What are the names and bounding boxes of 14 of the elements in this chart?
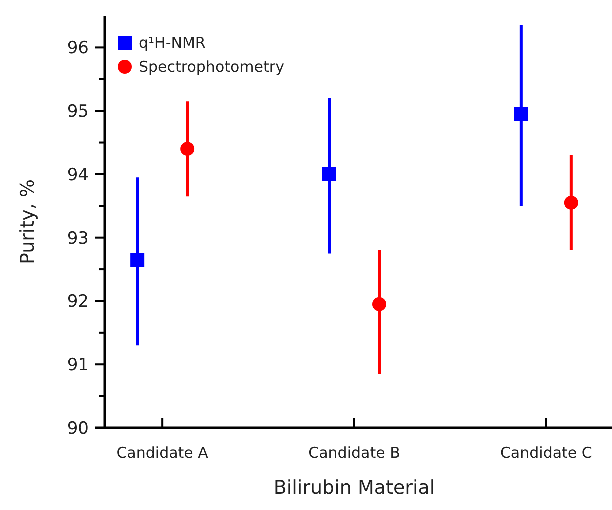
x-tick-label: Candidate C <box>500 444 592 462</box>
x-axis-title: Bilirubin Material <box>274 477 436 499</box>
y-axis-title: Purity, % <box>17 179 39 265</box>
x-tick-label: Candidate A <box>116 444 210 462</box>
y-tick-label: 96 <box>67 38 89 59</box>
legend-label: Spectrophotometry <box>139 58 285 76</box>
y-tick-label: 95 <box>67 102 89 122</box>
y-tick-label: 91 <box>67 356 89 376</box>
y-tick-label: 92 <box>67 292 89 312</box>
y-tick-label: 94 <box>67 165 89 186</box>
x-tick-label: Candidate B <box>308 444 400 462</box>
y-tick-label: 90 <box>67 418 89 439</box>
legend-label: q¹H-NMR <box>139 34 206 52</box>
y-tick-label: 93 <box>67 228 89 249</box>
